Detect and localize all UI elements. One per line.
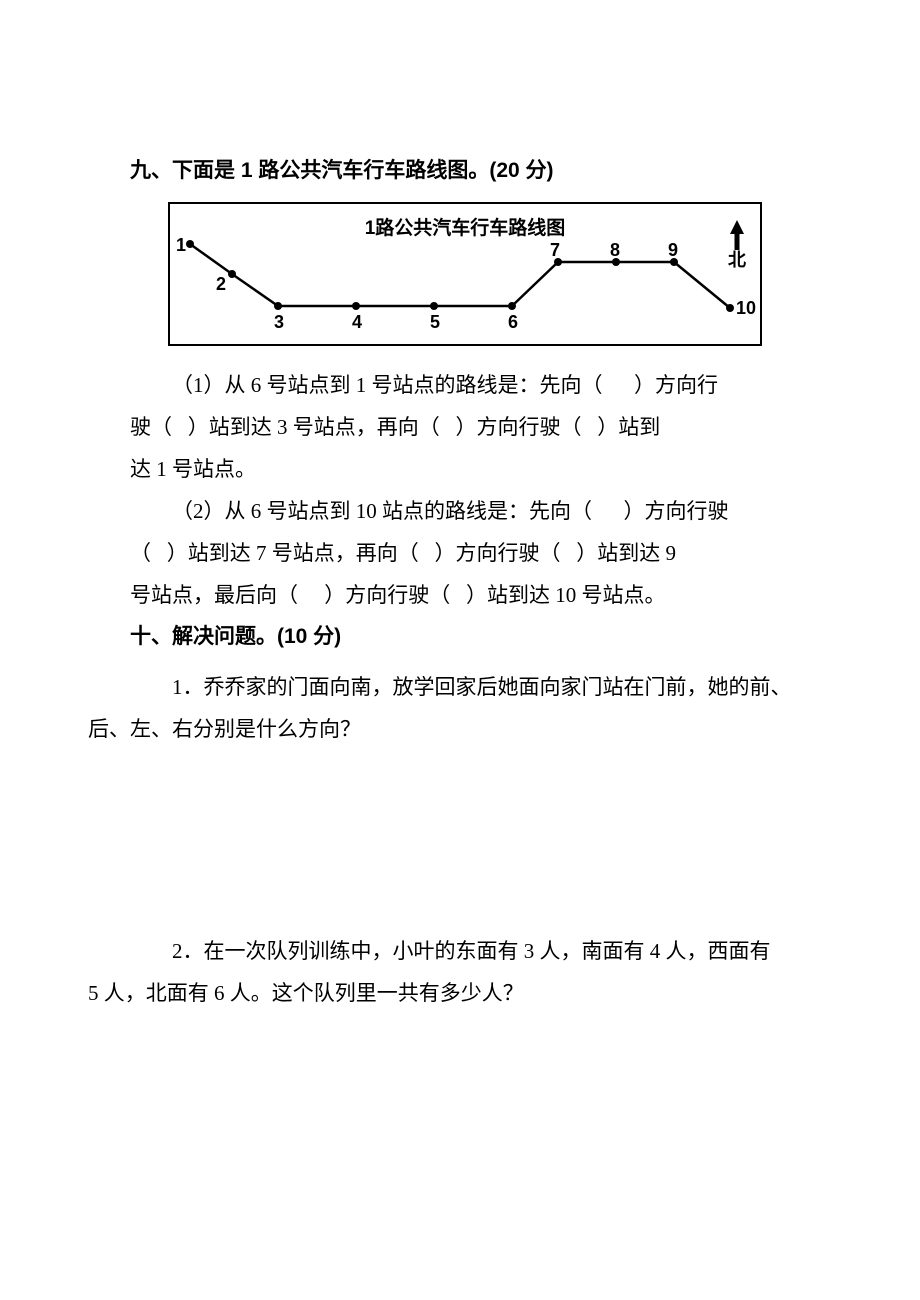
s9-q2-l1b: ）方向行驶 [624, 499, 729, 523]
s10-q2: 2．在一次队列训练中，小叶的东面有 3 人，南面有 4 人，西面有 5 人，北面… [130, 930, 810, 1014]
s10-q1: 1．乔乔家的门面向南，放学回家后她面向家门站在门前，她的前、 后、左、右分别是什… [130, 666, 810, 750]
svg-text:5: 5 [430, 312, 440, 332]
svg-text:3: 3 [274, 312, 284, 332]
svg-text:9: 9 [668, 240, 678, 260]
s9-q2-line1: （2）从 6 号站点到 10 站点的路线是：先向（ ）方向行驶 [130, 490, 810, 532]
s9-q2-l3a: 号站点，最后向（ [130, 583, 298, 607]
svg-text:4: 4 [352, 312, 362, 332]
s9-q2-l2a: （ [130, 541, 151, 565]
s10-q2-l1: 2．在一次队列训练中，小叶的东面有 3 人，南面有 4 人，西面有 [172, 939, 771, 963]
s9-q1-l2a: 驶（ [130, 415, 172, 439]
s9-q1-l2c: ）方向行驶（ [456, 415, 582, 439]
s9-q2-l2c: ）方向行驶（ [435, 541, 561, 565]
s9-q2-l1a: （2）从 6 号站点到 10 站点的路线是：先向（ [172, 499, 592, 523]
s9-q1-l1b: ）方向行 [634, 373, 718, 397]
s9-q1-l2b: ）站到达 3 号站点，再向（ [188, 415, 440, 439]
s9-q2-l2b: ）站到达 7 号站点，再向（ [167, 541, 419, 565]
s9-q2-line3: 号站点，最后向（ ）方向行驶（ ）站到达 10 号站点。 [130, 574, 810, 616]
s9-q1-line3: 达 1 号站点。 [130, 448, 810, 490]
s9-q1-l2d: ）站到 [597, 415, 660, 439]
route-diagram-container: 1路公共汽车行车路线图 北 12345678910 [168, 202, 762, 346]
s10-q1-l2: 后、左、右分别是什么方向？ [88, 717, 361, 741]
s9-q2-l2d: ）站到达 9 [576, 541, 676, 565]
route-svg: 1 2 3 4 5 6 7 8 9 10 [170, 204, 760, 344]
s10-q2-l2: 5 人，北面有 6 人。这个队列里一共有多少人？ [88, 981, 524, 1005]
s9-q2-l3c: ）站到达 10 号站点。 [466, 583, 666, 607]
svg-text:2: 2 [216, 274, 226, 294]
s9-q1-l1a: （1）从 6 号站点到 1 号站点的路线是：先向（ [172, 373, 603, 397]
s9-q1-line2: 驶（ ）站到达 3 号站点，再向（ ）方向行驶（ ）站到 [130, 406, 810, 448]
svg-text:1: 1 [176, 235, 186, 255]
section-10-heading: 十、解决问题。(10 分) [130, 616, 810, 658]
svg-text:7: 7 [550, 240, 560, 260]
svg-text:10: 10 [736, 298, 756, 318]
s9-q2-line2: （ ）站到达 7 号站点，再向（ ）方向行驶（ ）站到达 9 [130, 532, 810, 574]
svg-text:8: 8 [610, 240, 620, 260]
s9-q2-l3b: ）方向行驶（ [324, 583, 450, 607]
section-9-heading: 九、下面是 1 路公共汽车行车路线图。(20 分) [130, 150, 810, 192]
svg-text:6: 6 [508, 312, 518, 332]
s10-q1-l1: 1．乔乔家的门面向南，放学回家后她面向家门站在门前，她的前、 [172, 675, 792, 699]
s9-q1-line1: （1）从 6 号站点到 1 号站点的路线是：先向（ ）方向行 [130, 364, 810, 406]
